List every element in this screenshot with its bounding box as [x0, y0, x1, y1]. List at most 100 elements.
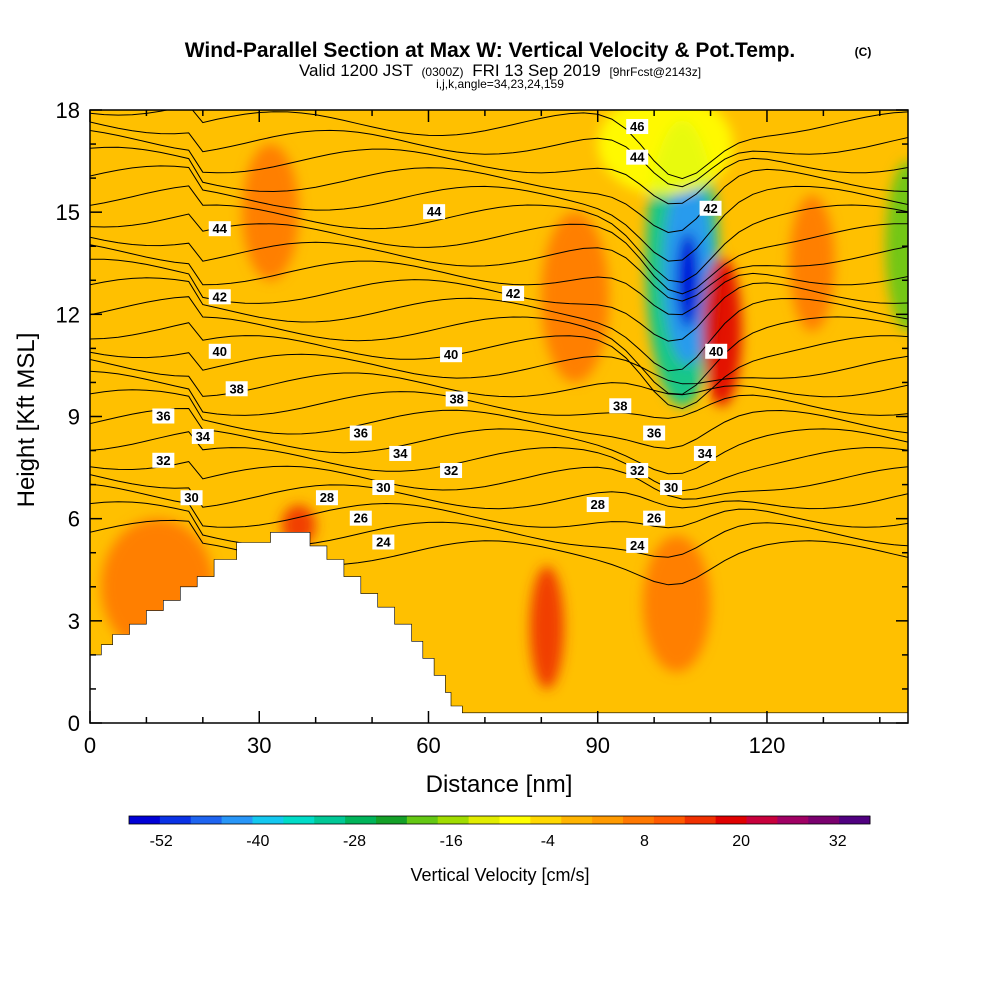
colorbar-segment	[623, 816, 655, 824]
isentrope-label: 40	[440, 347, 463, 363]
colorbar-segment	[376, 816, 408, 824]
isentrope-label-text: 44	[630, 150, 645, 165]
colorbar-segment	[437, 816, 470, 824]
terrain-mask	[90, 532, 908, 723]
chart-subtitle: Valid 1200 JST (0300Z) FRI 13 Sep 2019 […	[299, 61, 701, 80]
isentrope-labels: 46 44 44 44 42 42 42 40 40 40 38 38 38 36 36 36 34 34 34 32…	[152, 119, 728, 553]
isentrope-line	[90, 474, 908, 510]
isentrope-line	[90, 389, 908, 450]
isentrope-label-text: 32	[156, 453, 170, 468]
x-tick-label: 60	[416, 733, 440, 758]
isentrope-label: 46	[626, 119, 649, 135]
isentrope-label-bg	[372, 534, 395, 550]
x-axis: 0 30 60 90 120	[84, 110, 881, 758]
isentrope-label-bg	[705, 343, 728, 359]
isentrope-label: 44	[208, 221, 231, 237]
y-tick-label: 12	[56, 302, 80, 327]
isentrope-label: 42	[502, 285, 525, 301]
isentrope-label-text: 36	[354, 426, 368, 441]
isentrope-line	[90, 244, 908, 316]
chart-title: Wind-Parallel Section at Max W: Vertical…	[185, 39, 796, 62]
isentrope-label-bg	[180, 490, 203, 506]
isentrope-label: 28	[586, 497, 609, 513]
isentrope-line	[90, 519, 908, 586]
isentrope-line	[90, 130, 908, 205]
isentrope-label-text: 30	[184, 490, 198, 505]
y-tick-label: 9	[68, 405, 80, 430]
isentrope-label-bg	[225, 381, 248, 397]
isentrope-line	[90, 461, 908, 500]
isentrope-label-text: 24	[376, 535, 391, 550]
colorbar-tick-label: 20	[732, 833, 750, 850]
isentrope-label-text: 30	[664, 480, 678, 495]
isentrope-label: 36	[152, 408, 175, 424]
velocity-feature	[676, 232, 700, 328]
isentrope-label-text: 32	[444, 463, 458, 478]
isentrope-label: 24	[372, 534, 395, 550]
colorbar-segment	[252, 816, 284, 824]
isentrope-label-text: 32	[630, 463, 644, 478]
isentrope-label-text: 38	[613, 398, 627, 413]
isentrope-line	[90, 351, 908, 385]
isentrope-label-text: 34	[698, 446, 713, 461]
isentrope-label-bg	[626, 149, 649, 165]
isentrope-label: 40	[705, 343, 728, 359]
velocity-feature	[702, 256, 742, 407]
colorbar-segment	[746, 816, 778, 824]
velocity-feature	[530, 566, 564, 689]
isentrope-label-text: 44	[213, 221, 228, 236]
colorbar-segment	[561, 816, 593, 824]
colorbar-segment	[839, 816, 871, 824]
isentrope-label-text: 42	[213, 289, 227, 304]
isentrope-label: 34	[693, 445, 716, 461]
isentrope-label: 44	[626, 149, 649, 165]
isentrope-label-text: 38	[449, 391, 463, 406]
colorbar-segment	[530, 816, 562, 824]
isentrope-label-bg	[586, 497, 609, 513]
colorbar-tick-label: 32	[829, 833, 847, 850]
colorbar-tick-label: -16	[440, 833, 463, 850]
isentrope-label: 44	[423, 204, 446, 220]
colorbar-segment	[406, 816, 439, 824]
colorbar-frame	[128, 815, 871, 825]
isentrope-line	[90, 296, 908, 395]
isentrope-line	[90, 431, 908, 492]
colorbar-tick-labels: -52 -40 -28 -16 -4 8 20 32	[150, 833, 847, 850]
isentrope-label-text: 38	[229, 381, 243, 396]
isentrope-line	[90, 407, 908, 475]
colorbar-segment	[345, 816, 377, 824]
isentrope-line	[90, 483, 908, 529]
colorbar-segment	[808, 816, 840, 824]
isentrope-label: 36	[349, 425, 372, 441]
isentrope-label-bg	[609, 398, 632, 414]
velocity-feature	[642, 535, 711, 672]
x-axis-label: Distance [nm]	[426, 771, 573, 798]
isentrope-label: 32	[152, 452, 175, 468]
colorbar-segment	[653, 816, 686, 824]
y-tick-label: 18	[56, 98, 80, 123]
isentrope-line	[90, 185, 908, 283]
isentrope-label-bg	[389, 445, 412, 461]
isentrope-label: 38	[225, 381, 248, 397]
isentrope-label-bg	[445, 391, 468, 407]
isentrope-label-bg	[372, 480, 395, 496]
isentrope-label-bg	[693, 445, 716, 461]
colorbar-segment	[159, 816, 192, 824]
isentrope-line	[90, 501, 908, 558]
velocity-feature	[789, 195, 835, 332]
isentrope-contours	[90, 110, 908, 586]
isentrope-line	[90, 236, 908, 302]
isentrope-line	[90, 277, 908, 372]
isentrope-label-bg	[191, 428, 214, 444]
colorbar-segment	[129, 816, 161, 824]
forecast-info: [9hrFcst@2143z]	[609, 65, 701, 79]
isentrope-label: 38	[609, 398, 632, 414]
isentrope-label: 28	[315, 490, 338, 506]
colorbar-segment	[190, 816, 223, 824]
isentrope-label-bg	[626, 462, 649, 478]
colorbar	[128, 815, 871, 825]
y-axis-label: Height [Kft MSL]	[13, 333, 40, 508]
colorbar-segment	[777, 816, 809, 824]
